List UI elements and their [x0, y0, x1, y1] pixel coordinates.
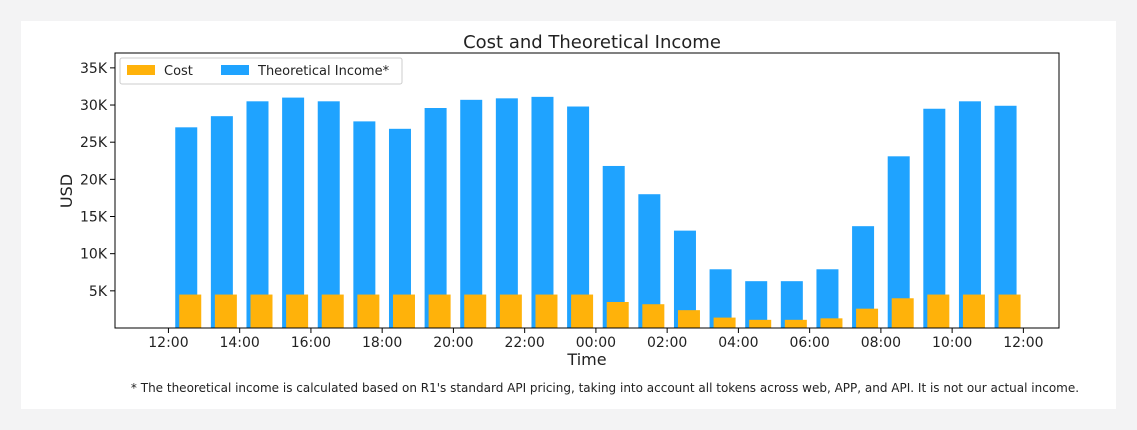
income-bar-19 [852, 226, 875, 328]
cost-bar-17 [784, 319, 807, 328]
y-axis: 5K 10K 15K 20K 25K 30K 35K [80, 61, 115, 300]
cost-bar-9 [499, 294, 522, 328]
y-tick-label-6: 35K [80, 61, 108, 77]
chart-title: Cost and Theoretical Income [463, 32, 721, 53]
x-tick-label-1: 14:00 [219, 335, 259, 351]
x-axis: 12:00 14:00 16:00 18:00 20:00 22:00 00:00 02:00… [148, 328, 1044, 351]
cost-bar-16 [749, 319, 772, 328]
income-bar-5 [353, 121, 376, 328]
cost-bar-10 [535, 294, 558, 328]
legend-label-income: Theoretical Income* [257, 64, 390, 79]
x-tick-label-2: 16:00 [291, 335, 331, 351]
x-tick-label-4: 20:00 [433, 335, 473, 351]
cost-bar-6 [392, 294, 415, 328]
income-bar-0 [175, 127, 198, 328]
cost-bar-18 [820, 318, 843, 328]
income-bar-11 [567, 106, 590, 328]
cost-bar-8 [464, 294, 487, 328]
cost-bar-22 [962, 294, 985, 328]
income-bar-21 [923, 108, 946, 328]
chart-footnote: * The theoretical income is calculated b… [131, 381, 1079, 395]
income-bars [175, 96, 1017, 329]
cost-bar-20 [891, 298, 914, 328]
income-bar-7 [424, 108, 447, 328]
y-tick-label-2: 15K [80, 210, 108, 226]
x-tick-label-9: 06:00 [789, 335, 829, 351]
legend-label-cost: Cost [164, 64, 193, 79]
plot-frame [114, 52, 1060, 329]
x-tick-label-3: 18:00 [362, 335, 402, 351]
y-tick-label-0: 5K [89, 284, 108, 300]
income-bar-10 [531, 96, 554, 328]
income-bar-17 [780, 281, 803, 328]
legend-box [119, 57, 403, 85]
cost-bar-2 [250, 294, 273, 328]
income-bar-18 [816, 269, 839, 328]
cost-bar-15 [713, 317, 736, 328]
income-bar-9 [495, 98, 518, 329]
cost-bar-3 [286, 294, 309, 328]
income-bar-13 [638, 194, 661, 328]
y-tick-label-3: 20K [80, 172, 108, 188]
x-tick-label-8: 04:00 [718, 335, 758, 351]
x-tick-label-0: 12:00 [148, 335, 188, 351]
cost-bar-12 [606, 301, 629, 328]
cost-bar-5 [357, 294, 380, 328]
income-bar-12 [602, 165, 625, 328]
x-tick-label-12: 12:00 [1003, 335, 1043, 351]
income-bar-4 [317, 101, 340, 328]
income-cost-chart: Cost and Theoretical Income 5K 10K 15K 20K 2… [57, 32, 1079, 395]
cost-bar-13 [642, 304, 665, 328]
legend-swatch-cost [127, 65, 155, 75]
income-bar-22 [958, 101, 981, 328]
x-tick-label-6: 00:00 [576, 335, 616, 351]
y-tick-label-5: 30K [80, 98, 108, 114]
cost-bar-1 [214, 294, 237, 328]
legend: Cost Theoretical Income* [119, 57, 403, 85]
cost-bar-21 [927, 294, 950, 328]
cost-bar-0 [179, 294, 202, 328]
x-tick-label-5: 22:00 [504, 335, 544, 351]
y-tick-label-4: 25K [80, 135, 108, 151]
income-bar-3 [282, 97, 305, 328]
y-tick-label-1: 10K [80, 247, 108, 263]
x-tick-label-10: 08:00 [861, 335, 901, 351]
y-axis-label: USD [57, 174, 76, 208]
income-bar-6 [388, 128, 411, 328]
cost-bar-7 [428, 294, 451, 328]
cost-bar-4 [321, 294, 344, 328]
income-bar-15 [709, 269, 732, 328]
legend-swatch-income [221, 65, 249, 75]
income-bar-20 [887, 156, 910, 328]
cost-bar-19 [856, 308, 879, 328]
income-bar-2 [246, 101, 269, 328]
income-bar-23 [994, 105, 1017, 329]
chart-card: Cost and Theoretical Income 5K 10K 15K 20K 2… [21, 21, 1116, 409]
income-bar-8 [460, 99, 483, 328]
cost-bar-11 [571, 294, 594, 328]
income-bar-14 [673, 230, 696, 328]
cost-bar-23 [998, 294, 1021, 328]
x-tick-label-7: 02:00 [647, 335, 687, 351]
cost-bars [179, 294, 1021, 328]
x-tick-label-11: 10:00 [932, 335, 972, 351]
income-bar-1 [210, 116, 233, 328]
income-bar-16 [745, 281, 768, 328]
x-axis-label: Time [566, 350, 606, 369]
cost-bar-14 [677, 310, 700, 328]
